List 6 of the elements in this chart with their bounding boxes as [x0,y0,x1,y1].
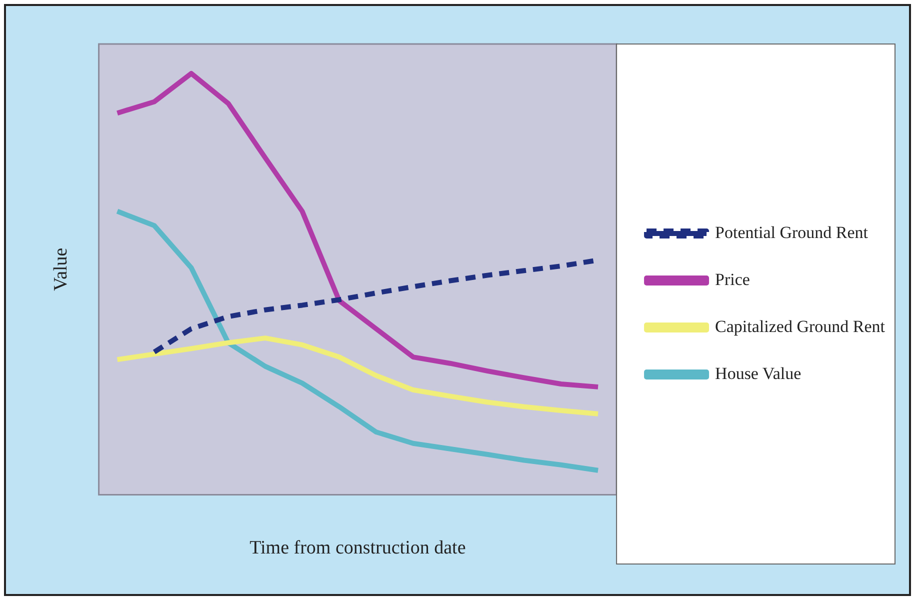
legend-label: Capitalized Ground Rent [715,316,886,336]
legend-label: Potential Ground Rent [715,222,868,242]
y-axis-title: Value [50,248,72,292]
legend-label: Price [715,270,750,289]
x-axis-title: Time from construction date [250,538,466,559]
legend-label: House Value [715,364,802,383]
